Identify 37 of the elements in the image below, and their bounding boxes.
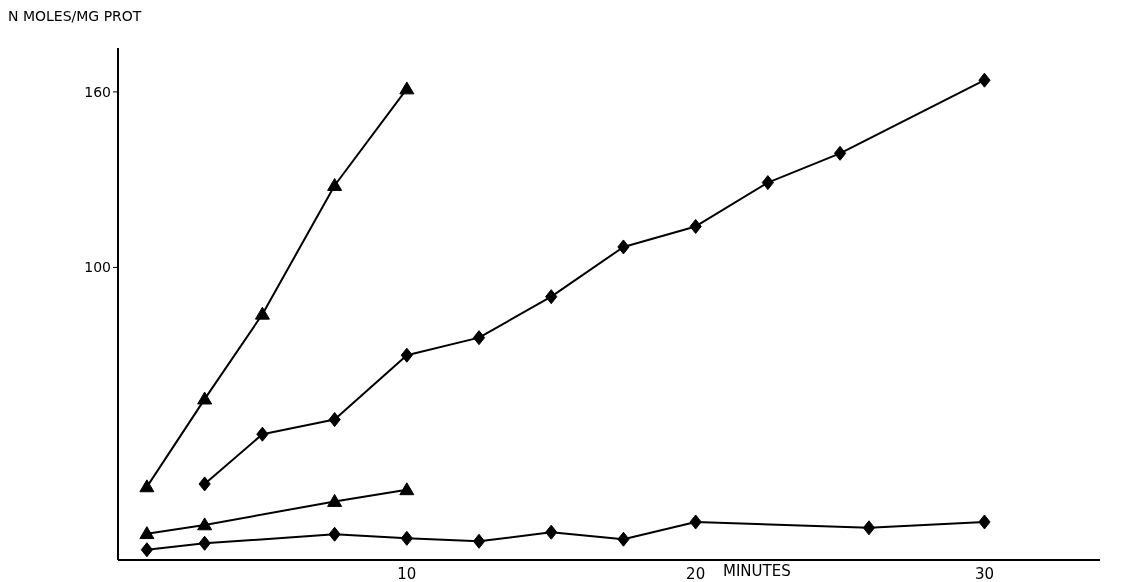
x-tick-label: 30 (974, 564, 995, 582)
point (256, 426, 269, 442)
point (862, 520, 876, 536)
y-tick-label: 160 (84, 83, 111, 100)
point (198, 476, 211, 492)
point (978, 514, 991, 530)
point (400, 347, 413, 363)
point (761, 175, 774, 191)
point (198, 535, 211, 551)
x-tick-label: 20 (686, 564, 706, 582)
point (617, 239, 630, 255)
point (833, 145, 847, 161)
point (139, 526, 155, 540)
y-axis-title: N MOLES/MG PROT (8, 8, 142, 24)
point (140, 542, 153, 558)
y-tick-label: 100 (84, 259, 111, 276)
point (617, 531, 630, 547)
point (689, 218, 702, 234)
point (399, 482, 415, 496)
point (689, 514, 702, 530)
point (328, 526, 341, 542)
point (545, 524, 558, 540)
point (472, 330, 486, 346)
point (327, 493, 343, 507)
point (472, 533, 486, 549)
point (328, 412, 341, 428)
point (978, 72, 991, 88)
x-axis-title: MINUTES (723, 562, 791, 580)
point (139, 479, 155, 493)
point (327, 178, 343, 191)
point (197, 517, 213, 531)
x-tick-label: 10 (397, 564, 417, 582)
point (254, 306, 270, 320)
point (400, 530, 413, 546)
point (197, 391, 213, 405)
point (545, 289, 558, 305)
point (399, 81, 415, 95)
